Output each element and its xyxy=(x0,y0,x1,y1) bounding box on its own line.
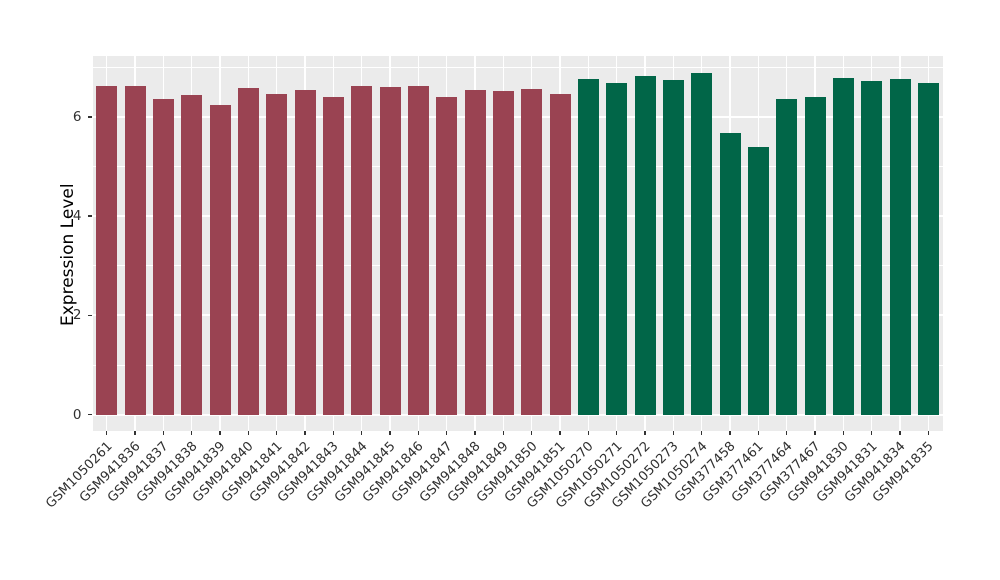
x-tick-mark xyxy=(757,431,760,435)
bar-GSM377461 xyxy=(747,146,769,415)
bar-GSM1050261 xyxy=(96,85,118,415)
y-tick-label: 2 xyxy=(72,307,82,324)
y-tick-mark xyxy=(88,413,92,416)
x-tick-mark xyxy=(530,431,533,435)
x-tick-mark xyxy=(672,431,675,435)
bar-GSM941846 xyxy=(407,85,429,415)
bar-GSM377467 xyxy=(804,96,826,415)
x-tick-mark xyxy=(899,431,901,435)
bar-GSM1050272 xyxy=(634,76,656,415)
bar-GSM941851 xyxy=(549,93,571,415)
y-tick-mark xyxy=(88,116,92,118)
bar-GSM1050274 xyxy=(691,73,713,415)
y-tick-mark xyxy=(88,314,92,317)
bar-GSM941830 xyxy=(832,78,854,415)
x-tick-mark xyxy=(785,431,788,435)
x-tick-mark xyxy=(417,431,420,435)
x-tick-mark xyxy=(304,431,306,435)
gridline-minor xyxy=(92,364,943,366)
x-tick-mark xyxy=(445,431,448,435)
gridline-minor xyxy=(92,166,943,168)
x-tick-mark xyxy=(842,431,845,435)
x-tick-mark xyxy=(162,431,165,435)
bar-GSM1050270 xyxy=(577,79,599,415)
bar-GSM941841 xyxy=(266,93,288,415)
gridline-major xyxy=(92,413,943,416)
gridline-major xyxy=(92,314,943,317)
bar-GSM941842 xyxy=(294,90,316,415)
bar-GSM941848 xyxy=(464,90,486,415)
x-tick-mark xyxy=(275,431,278,435)
bar-GSM1050273 xyxy=(662,79,684,415)
x-tick-mark xyxy=(134,431,136,435)
x-tick-mark xyxy=(247,431,250,435)
x-tick-mark xyxy=(332,431,335,435)
x-tick-mark xyxy=(474,431,476,435)
x-tick-mark xyxy=(190,431,193,435)
y-axis-title: Expression Level xyxy=(58,182,78,326)
x-tick-mark xyxy=(814,431,816,435)
gridline-minor xyxy=(92,265,943,267)
bar-GSM941849 xyxy=(492,91,514,415)
bar-GSM941836 xyxy=(124,85,146,415)
x-tick-mark xyxy=(360,431,363,435)
y-tick-label: 0 xyxy=(72,406,82,423)
bar-GSM941840 xyxy=(237,88,259,415)
gridline-major xyxy=(92,116,943,118)
bar-GSM377464 xyxy=(776,99,798,415)
x-tick-mark xyxy=(870,431,873,435)
x-tick-mark xyxy=(729,431,731,435)
x-tick-mark xyxy=(559,431,561,435)
x-tick-mark xyxy=(587,431,590,435)
bar-GSM1050271 xyxy=(606,82,628,415)
bar-GSM941835 xyxy=(917,82,939,415)
x-tick-mark xyxy=(502,431,505,435)
bar-GSM941850 xyxy=(521,88,543,415)
x-tick-mark xyxy=(700,431,703,435)
gridline-minor xyxy=(92,66,943,68)
x-tick-mark xyxy=(615,431,618,435)
bar-GSM941831 xyxy=(861,81,883,415)
y-tick-label: 6 xyxy=(72,109,82,125)
bar-GSM377458 xyxy=(719,132,741,415)
bar-GSM941837 xyxy=(152,98,174,415)
bar-GSM941843 xyxy=(322,97,344,415)
x-tick-mark xyxy=(927,431,930,435)
y-tick-mark xyxy=(88,215,92,217)
y-tick-label: 4 xyxy=(72,208,82,225)
bar-GSM941838 xyxy=(181,95,203,415)
bar-GSM941839 xyxy=(209,105,231,415)
gridline-major xyxy=(92,215,943,218)
bar-GSM941847 xyxy=(436,96,458,415)
bar-GSM941844 xyxy=(351,86,373,415)
x-tick-mark xyxy=(219,431,221,435)
x-tick-mark xyxy=(389,431,391,435)
x-tick-mark xyxy=(105,431,108,435)
plot-panel xyxy=(92,56,943,431)
bar-GSM941845 xyxy=(379,87,401,415)
bar-GSM941834 xyxy=(889,79,911,415)
x-tick-mark xyxy=(644,431,646,435)
